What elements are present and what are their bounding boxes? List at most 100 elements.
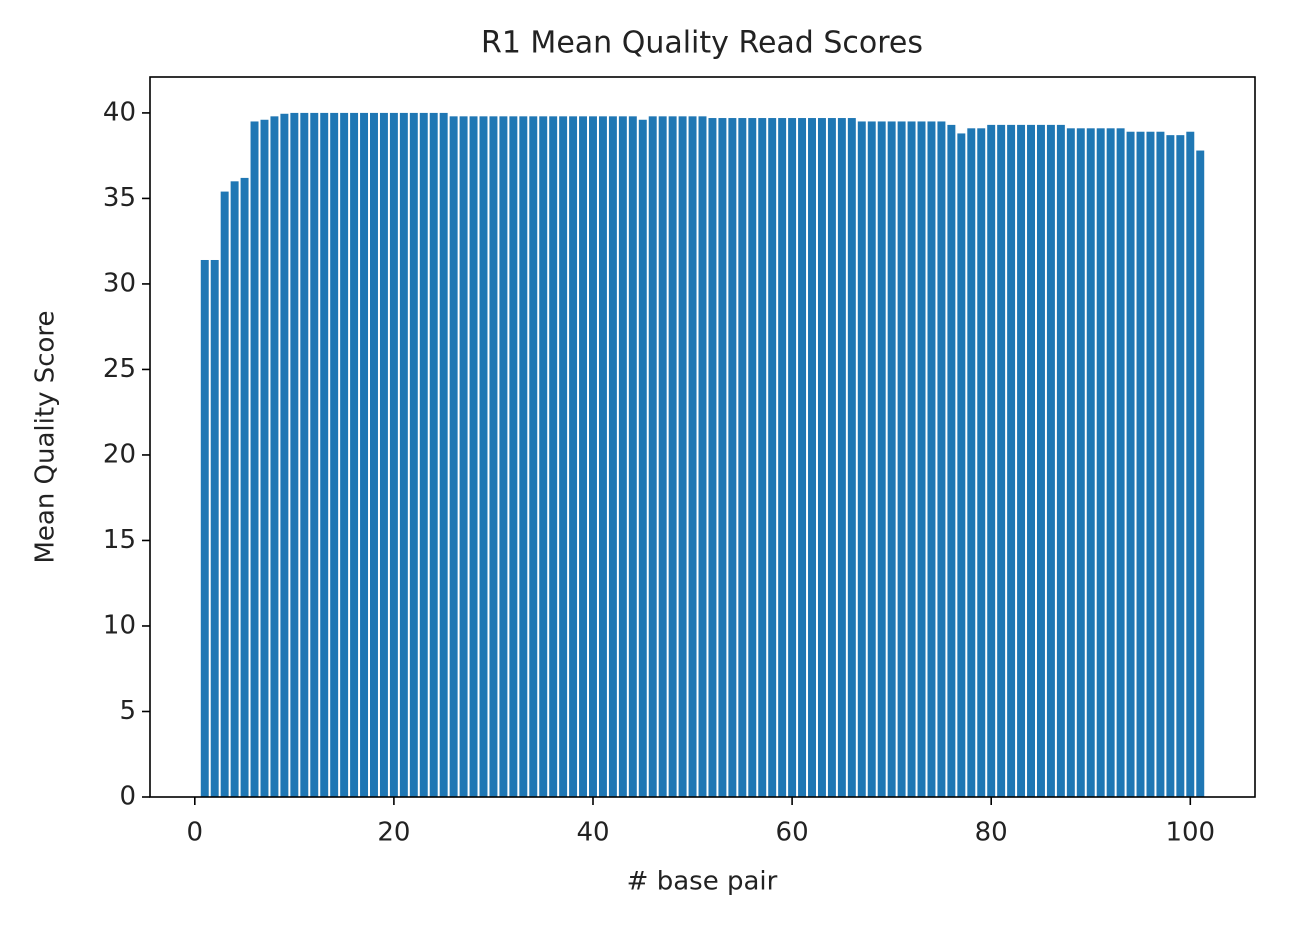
bar	[559, 116, 568, 798]
bar	[1076, 128, 1085, 798]
bar	[529, 116, 538, 798]
bar	[1126, 131, 1135, 798]
bar	[608, 116, 617, 798]
bar	[708, 118, 717, 798]
bar	[768, 118, 777, 798]
y-tick-label: 10	[103, 610, 136, 640]
bar	[399, 112, 408, 797]
plot-frame	[149, 76, 1256, 798]
bar	[1017, 124, 1026, 797]
bar	[1086, 128, 1095, 798]
bar	[618, 116, 627, 798]
bar	[947, 124, 956, 797]
bar	[718, 118, 727, 798]
bar	[220, 191, 229, 797]
bar	[479, 116, 488, 798]
bar	[200, 259, 209, 797]
bar	[1196, 150, 1205, 798]
x-tick-label: 20	[377, 818, 410, 848]
bar	[1136, 131, 1145, 798]
bar	[499, 116, 508, 798]
bar	[907, 121, 916, 797]
y-tick-label: 0	[119, 782, 136, 812]
bar	[808, 118, 816, 798]
bar	[310, 112, 319, 797]
bar	[778, 118, 787, 798]
y-axis-label: Mean Quality Score	[31, 310, 61, 563]
bar	[320, 112, 329, 797]
bar	[1146, 131, 1155, 798]
bar	[290, 112, 299, 797]
bar	[658, 116, 667, 798]
y-tick-label: 25	[103, 354, 136, 384]
bar	[469, 116, 478, 798]
bar	[817, 118, 826, 798]
bar	[728, 118, 737, 798]
bar	[1186, 131, 1195, 798]
bar	[1027, 124, 1035, 797]
bar	[738, 118, 747, 798]
bar	[1166, 135, 1175, 797]
bar	[1007, 124, 1016, 797]
bar	[300, 112, 309, 797]
bar	[509, 116, 518, 798]
bar	[409, 112, 418, 797]
bar	[748, 118, 757, 798]
bar	[260, 119, 269, 797]
bar	[240, 177, 249, 798]
bar	[957, 133, 966, 797]
bar	[270, 116, 279, 798]
bar	[489, 116, 498, 798]
bar	[927, 121, 936, 797]
x-tick-label: 0	[187, 818, 204, 848]
bar	[230, 181, 239, 797]
bar	[1096, 128, 1105, 798]
bar	[429, 112, 438, 797]
bar	[589, 116, 597, 798]
bar	[579, 116, 588, 798]
x-tick-label: 40	[576, 818, 609, 848]
bar	[539, 116, 548, 798]
bar	[997, 124, 1006, 797]
bar	[638, 119, 647, 797]
bar	[847, 118, 856, 798]
bar	[1116, 128, 1125, 798]
bar	[1066, 128, 1075, 798]
bar	[1156, 131, 1165, 798]
y-tick-label: 40	[103, 97, 136, 127]
x-tick-label: 60	[776, 818, 809, 848]
bar	[648, 116, 657, 798]
bar	[837, 118, 846, 798]
bar	[678, 116, 687, 798]
bar	[628, 116, 637, 798]
x-axis-label: # base pair	[627, 867, 778, 897]
x-tick-label: 100	[1165, 818, 1215, 848]
bar	[1106, 128, 1115, 798]
bar	[549, 116, 558, 798]
bar	[569, 116, 578, 798]
bar	[370, 112, 378, 797]
bar	[280, 113, 289, 798]
bar	[977, 128, 986, 798]
bar	[987, 124, 996, 797]
bar	[210, 259, 219, 797]
y-tick-label: 30	[103, 268, 136, 298]
bar	[250, 121, 259, 797]
bar	[827, 118, 836, 798]
bar	[519, 116, 528, 798]
bar	[917, 121, 926, 797]
bar	[1056, 124, 1065, 797]
bar	[798, 118, 807, 798]
bar	[668, 116, 677, 798]
bar	[688, 116, 697, 798]
bar	[459, 116, 468, 798]
bar	[340, 112, 349, 797]
bar	[1036, 124, 1045, 797]
bar	[598, 116, 607, 798]
bar	[330, 112, 339, 797]
bar	[937, 121, 946, 797]
bar	[897, 121, 906, 797]
bar	[419, 112, 428, 797]
bar	[867, 121, 876, 797]
